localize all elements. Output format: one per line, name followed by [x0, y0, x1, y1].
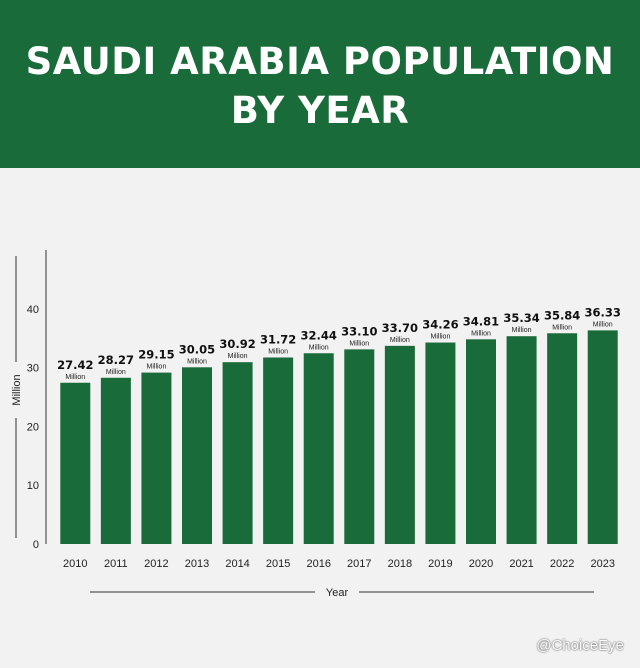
- bar: [141, 372, 172, 544]
- x-tick-label: 2014: [225, 558, 249, 570]
- y-tick-label: 40: [27, 304, 39, 316]
- bar: [384, 345, 415, 544]
- data-label-unit: Million: [309, 344, 329, 351]
- bar: [222, 362, 253, 544]
- data-label: 36.33: [585, 305, 621, 319]
- data-label-unit: Million: [187, 358, 207, 365]
- bar: [547, 333, 578, 544]
- data-label-unit: Million: [471, 330, 491, 337]
- data-label: 34.26: [422, 318, 458, 332]
- data-label: 35.34: [503, 311, 539, 325]
- y-tick-label: 20: [27, 421, 39, 433]
- data-label-unit: Million: [431, 334, 451, 341]
- data-label: 31.72: [260, 332, 296, 346]
- x-tick-label: 2018: [388, 558, 412, 570]
- x-tick-label: 2016: [306, 558, 330, 570]
- data-label-unit: Million: [390, 337, 410, 344]
- data-label: 34.81: [463, 314, 499, 328]
- data-label-unit: Million: [268, 348, 288, 355]
- data-label-unit: Million: [349, 340, 369, 347]
- x-tick-label: 2015: [266, 558, 290, 570]
- x-tick-label: 2023: [590, 558, 614, 570]
- x-tick-label: 2019: [428, 558, 452, 570]
- x-tick-label: 2011: [104, 558, 128, 570]
- data-label: 33.70: [382, 321, 418, 335]
- x-axis-label: Year: [326, 587, 349, 599]
- x-tick-label: 2017: [347, 558, 371, 570]
- x-tick-label: 2010: [63, 558, 87, 570]
- data-label-unit: Million: [147, 364, 167, 371]
- bar: [587, 330, 618, 544]
- data-label-unit: Million: [228, 353, 248, 360]
- x-tick-label: 2022: [550, 558, 574, 570]
- bar: [466, 339, 496, 544]
- y-tick-label: 0: [33, 539, 39, 551]
- data-label: 27.42: [57, 358, 93, 372]
- data-label: 33.10: [341, 324, 377, 338]
- data-label-unit: Million: [512, 327, 532, 334]
- x-tick-label: 2021: [509, 558, 533, 570]
- data-label-unit: Million: [65, 374, 85, 381]
- bar: [425, 342, 456, 544]
- chart-title-line-2: BY YEAR: [230, 89, 410, 132]
- bar: [303, 353, 334, 544]
- bar: [182, 367, 212, 544]
- x-tick-label: 2020: [469, 558, 493, 570]
- bar: [506, 336, 537, 544]
- data-label: 29.15: [138, 348, 174, 362]
- y-tick-label: 10: [27, 480, 39, 492]
- bar: [60, 382, 91, 544]
- chart-title-line-1: SAUDI ARABIA POPULATION: [25, 40, 615, 83]
- y-tick-label: 30: [27, 363, 39, 375]
- data-label-unit: Million: [106, 369, 126, 376]
- x-tick-label: 2013: [185, 558, 209, 570]
- data-label: 28.27: [98, 353, 134, 367]
- bar: [263, 357, 294, 544]
- population-bar-chart: 0 10 20 30 40 Million 27.42 Million 2010 28.27 Mil…: [11, 250, 621, 599]
- watermark: @ChoiceEye: [536, 637, 624, 654]
- data-label: 30.92: [219, 337, 255, 351]
- bar: [100, 377, 131, 544]
- data-label-unit: Million: [593, 321, 613, 328]
- data-label: 35.84: [544, 308, 580, 322]
- y-axis-label: Million: [11, 374, 23, 405]
- header-banner: SAUDI ARABIA POPULATION BY YEAR: [0, 0, 640, 168]
- data-label-unit: Million: [552, 324, 572, 331]
- bar: [344, 349, 375, 544]
- x-tick-label: 2012: [144, 558, 168, 570]
- data-label: 30.05: [179, 342, 215, 356]
- data-label: 32.44: [301, 328, 337, 342]
